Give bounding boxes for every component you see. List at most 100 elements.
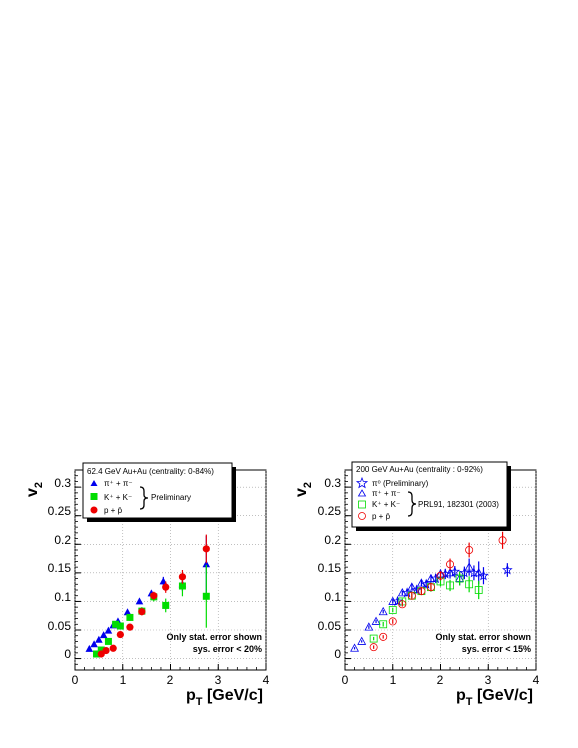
left-ytick-label: 0.05 [48,619,72,633]
left-legend-brace-label: Preliminary [151,493,191,502]
right-legend-marker-proton [358,512,366,520]
left-legend-box [82,462,233,519]
data-point [102,646,110,655]
right-ytick-label: 0 [334,647,341,661]
left-note-line-1: Only stat. error shown [166,632,262,642]
right-legend-header: 200 GeV Au+Au (centrality : 0-92%) [356,465,483,474]
data-point [123,608,132,616]
right-ytick-label: 0.25 [318,504,342,518]
left-xtick-label: 4 [263,673,270,687]
right-ytick-label: 0.3 [324,476,341,490]
data-point [397,588,407,597]
right-panel: 0 0.05 0.1 0.15 0.2 0.25 0.3 0 1 2 3 4 p… [293,461,540,708]
data-point [449,566,461,577]
data-point [95,635,103,643]
right-legend: 200 GeV Au+Au (centrality : 0-92%) π⁰ (P… [351,461,511,531]
left-legend-marker-pion [90,480,98,486]
series-group [92,564,210,658]
data-point [465,546,474,555]
right-x-axis-title: pT [GeV/c] [456,687,533,708]
right-y-axis-title: v2 [293,482,314,497]
data-point [446,581,454,590]
left-legend-entry: π⁺ + π⁻ [104,479,133,488]
left-legend-header: 62.4 GeV Au+Au (centrality: 0-84%) [87,467,214,476]
data-point [116,622,124,630]
right-ticks [344,469,537,671]
data-point [109,644,117,652]
data-point [378,606,388,616]
data-point [104,637,112,645]
data-point [369,643,378,652]
data-point [150,592,158,600]
right-legend-marker-pi0 [355,476,369,489]
data-point [459,567,470,578]
series-group [392,563,513,607]
data-point [417,587,426,596]
data-point [202,545,210,553]
series-group [97,534,210,658]
data-point [474,568,484,577]
data-point [388,596,398,605]
left-ytick-label: 0.1 [54,590,71,604]
data-point [99,631,108,639]
left-legend-marker-proton [90,506,98,514]
data-point [371,616,381,625]
data-point [357,636,367,645]
left-ticks [74,469,267,671]
data-point [455,574,464,583]
data-point [426,573,436,582]
right-xtick-label: 2 [437,673,444,687]
left-legend: 62.4 GeV Au+Au (centrality: 0-84%) π⁺ + … [82,462,236,522]
data-point [178,573,187,581]
left-xtick-label: 0 [72,673,79,687]
data-point [416,578,426,587]
data-point [126,613,134,621]
right-legend-entry: K⁺ + K⁻ [372,500,400,509]
left-ytick-label: 0.15 [48,561,72,575]
right-legend-brace-label: PRL91, 182301 (2003) [418,500,499,509]
left-panel: 0 0.05 0.1 0.15 0.2 0.25 0.3 0 1 2 3 4 p… [24,462,270,708]
left-legend-marker-kaon [90,493,98,500]
data-point [379,620,388,629]
data-point [112,620,120,628]
right-note-line-1: Only stat. error shown [435,632,531,642]
data-point [379,632,388,641]
data-point [388,617,397,626]
data-point [369,634,378,643]
data-point [364,622,374,631]
right-ytick-label: 0.2 [324,533,341,547]
data-point [465,580,474,589]
right-legend-entry: π⁺ + π⁻ [372,489,401,498]
data-point [116,630,124,639]
right-ytick-label: 0.15 [318,561,342,575]
right-legend-entry: π⁰ (Preliminary) [372,479,429,488]
left-legend-entry: p + p̄ [104,506,123,515]
left-xtick-label: 1 [120,673,127,687]
left-xtick-label: 2 [167,673,174,687]
data-point [92,650,100,658]
data-point [426,583,435,592]
left-ytick-label: 0.2 [54,533,71,547]
right-ytick-label: 0.05 [318,619,342,633]
left-legend-brace [139,486,149,510]
data-point [138,608,146,616]
data-point [498,536,507,545]
right-legend-marker-pion [357,489,367,497]
data-point [411,584,422,595]
data-point [478,570,489,581]
data-point [126,623,134,631]
right-xtick-label: 4 [533,673,540,687]
left-ytick-label: 0.3 [54,476,71,490]
data-point [178,582,186,590]
left-legend-entry: K⁺ + K⁻ [104,493,132,502]
data-point [407,591,416,600]
right-xtick-label: 0 [342,673,349,687]
left-ytick-label: 0 [64,647,71,661]
right-data-series [350,531,513,652]
data-point [104,626,113,634]
left-data-series [85,534,211,658]
data-point [350,643,360,652]
data-point [407,582,417,591]
data-point [162,583,170,591]
